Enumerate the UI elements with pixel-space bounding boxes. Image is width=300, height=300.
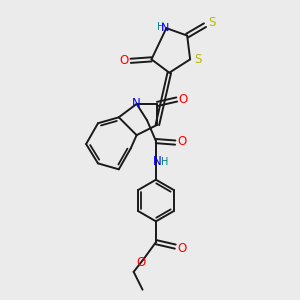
Text: O: O: [178, 242, 187, 255]
Text: N: N: [153, 155, 162, 168]
Text: H: H: [157, 22, 165, 32]
Text: S: S: [208, 16, 215, 29]
Text: O: O: [136, 256, 146, 269]
Text: N: N: [161, 23, 169, 33]
Text: O: O: [179, 93, 188, 106]
Text: H: H: [161, 157, 169, 167]
Text: N: N: [132, 98, 141, 110]
Text: O: O: [177, 135, 186, 148]
Text: S: S: [194, 53, 201, 66]
Text: O: O: [119, 54, 129, 67]
